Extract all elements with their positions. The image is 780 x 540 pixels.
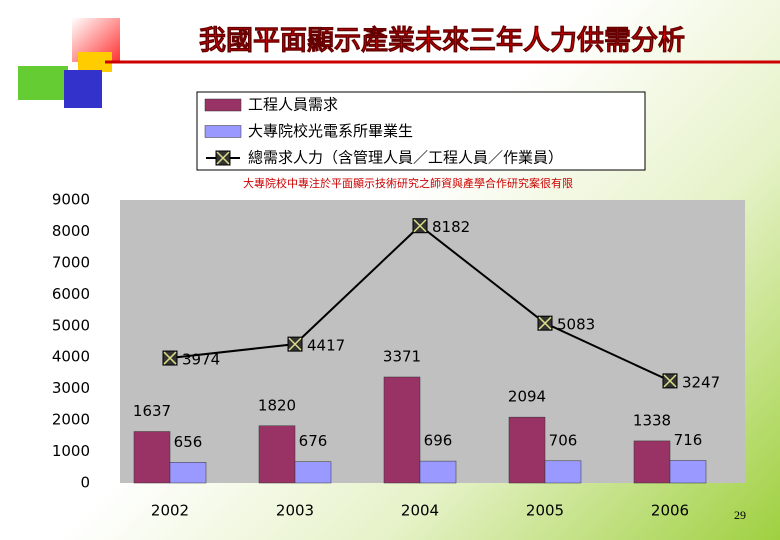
legend-label: 總需求人力（含管理人員／工程人員／作業員）: [248, 149, 563, 167]
y-tick-label: 5000: [52, 316, 90, 334]
x-tick-label: 2003: [276, 502, 314, 520]
data-label: 706: [549, 431, 578, 449]
bar: [669, 460, 707, 484]
data-label: 3974: [182, 351, 220, 369]
bar: [133, 431, 171, 484]
bar: [294, 461, 332, 484]
slide-title: 我國平面顯示產業未來三年人力供需分析: [199, 25, 685, 57]
page-number: 29: [734, 508, 746, 522]
y-tick-label: 9000: [52, 191, 90, 209]
data-label: 2094: [508, 388, 546, 406]
plot-area: [120, 200, 745, 483]
y-tick-label: 7000: [52, 253, 90, 271]
data-label: 1820: [258, 396, 296, 414]
bar: [169, 462, 207, 484]
line-marker: [537, 315, 553, 331]
data-label: 3247: [682, 373, 720, 391]
y-tick-label: 6000: [52, 285, 90, 303]
y-tick-label: 1000: [52, 442, 90, 460]
y-tick-label: 8000: [52, 222, 90, 240]
y-tick-label: 0: [80, 474, 90, 492]
line-marker: [287, 336, 303, 352]
line-marker: [412, 218, 428, 234]
data-label: 8182: [432, 218, 470, 236]
bar: [508, 416, 546, 484]
legend-swatch: [204, 98, 242, 112]
data-label: 5083: [557, 316, 595, 334]
bar: [383, 376, 421, 484]
data-label: 1637: [133, 402, 171, 420]
legend-swatch: [215, 150, 231, 166]
data-label: 656: [174, 433, 203, 451]
y-tick-label: 4000: [52, 348, 90, 366]
legend-swatch: [204, 125, 242, 138]
note: 大專院校中專注於平面顯示技術研究之師資與產學合作研究案很有限: [243, 176, 573, 190]
x-tick-label: 2002: [151, 502, 189, 520]
decor-square: [64, 70, 102, 108]
data-label: 3371: [383, 348, 421, 366]
x-tick-label: 2006: [651, 502, 689, 520]
x-tick-label: 2005: [526, 502, 564, 520]
data-label: 676: [299, 432, 328, 450]
bar: [633, 440, 671, 484]
legend-box: [196, 91, 646, 171]
legend-label: 大專院校光電系所畢業生: [248, 122, 413, 140]
decor-square: [18, 66, 68, 100]
data-label: 1338: [633, 411, 671, 429]
y-tick-label: 2000: [52, 411, 90, 429]
line-marker: [662, 373, 678, 389]
y-tick-label: 3000: [52, 379, 90, 397]
bar: [419, 460, 457, 484]
data-label: 696: [424, 432, 453, 450]
data-label: 4417: [307, 337, 345, 355]
x-tick-label: 2004: [401, 502, 439, 520]
legend-label: 工程人員需求: [248, 96, 338, 114]
data-label: 716: [674, 431, 703, 449]
line-marker: [162, 350, 178, 366]
bar: [544, 460, 582, 484]
bar: [258, 425, 296, 484]
decor-square: [78, 52, 112, 72]
